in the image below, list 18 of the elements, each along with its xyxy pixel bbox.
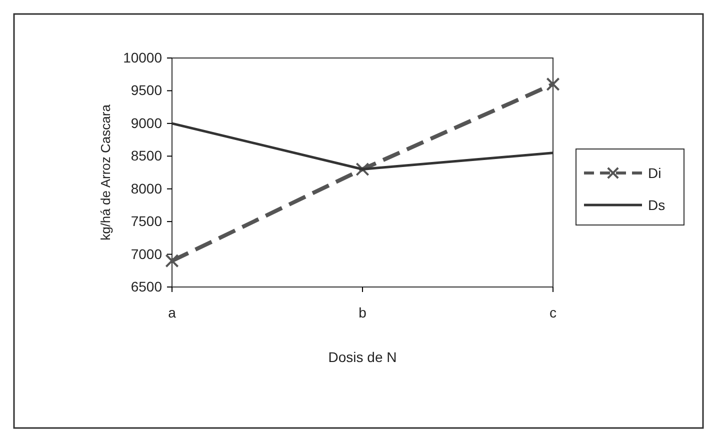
y-tick-label: 9500	[130, 82, 162, 98]
y-tick-label: 9000	[130, 114, 162, 131]
y-tick-label: 10000	[123, 49, 162, 66]
y-tick-label: 8000	[130, 180, 162, 196]
y-tick-label: 7000	[130, 246, 162, 262]
point	[546, 77, 560, 91]
x-axis-title: Dosis de N	[328, 349, 397, 365]
x-tick-label: c	[550, 304, 556, 320]
point	[165, 254, 179, 268]
legend-label: Ds	[648, 197, 666, 213]
y-tick-label: 6500	[130, 278, 162, 294]
y-tick-label: 8500	[130, 148, 162, 164]
legend-label: Di	[648, 165, 662, 181]
x-tick-label: a	[168, 304, 176, 320]
point	[356, 162, 370, 176]
y-tick-label: 7500	[130, 213, 162, 230]
y-axis-title: kg/há de Arroz Cascara	[98, 104, 113, 240]
x-tick-label: b	[358, 304, 367, 320]
